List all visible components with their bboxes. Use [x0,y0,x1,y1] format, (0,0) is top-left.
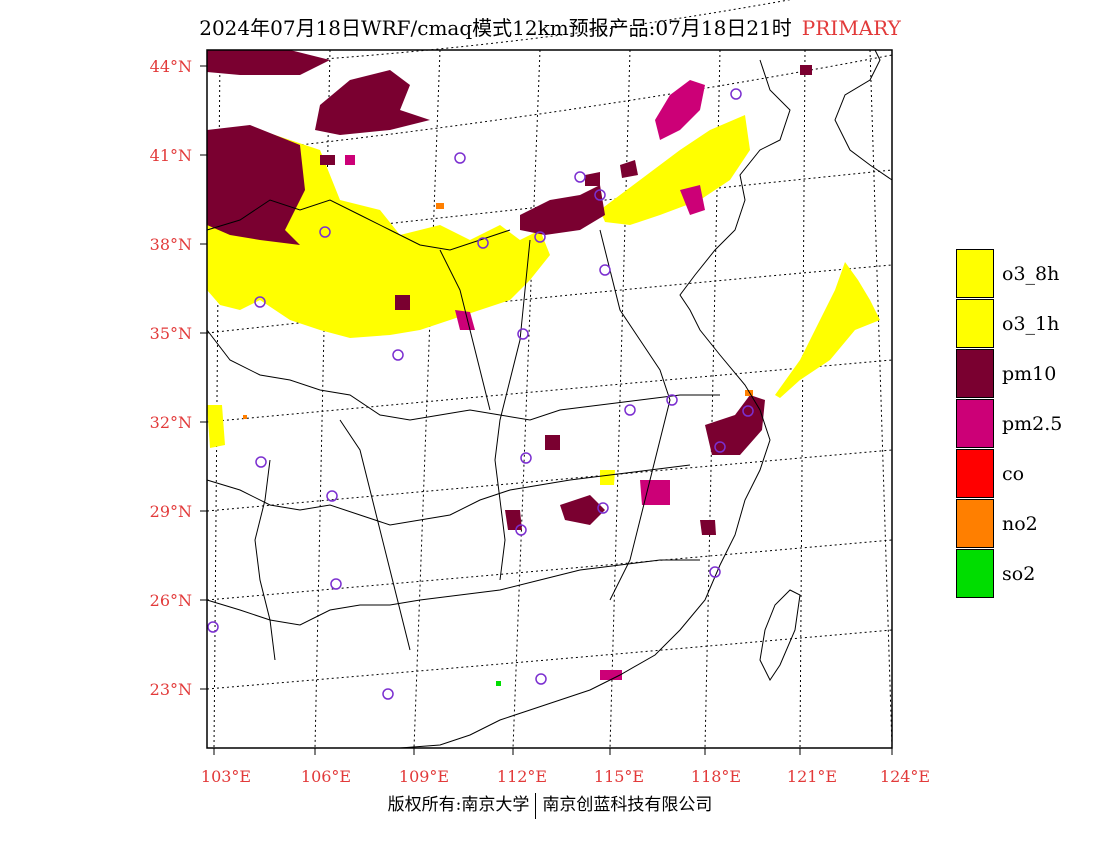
lat-label: 44°N [150,57,192,76]
lon-label: 103°E [201,767,251,786]
legend-label: so2 [1002,563,1036,585]
lat-label: 32°N [150,413,192,432]
legend-item-o3-1h: o3_1h [956,299,1096,349]
lon-label: 124°E [880,767,930,786]
footer-separator [535,792,537,819]
lon-label: 115°E [594,767,644,786]
legend-item-pm25: pm2.5 [956,399,1096,449]
pm10-region [207,50,812,535]
legend-label: no2 [1002,513,1038,535]
lat-label: 23°N [150,680,192,699]
map-title: 2024年07月18日WRF/cmaq模式12km预报产品:07月18日21时 P… [0,12,1100,41]
station-markers [207,88,754,700]
lat-label: 41°N [150,146,192,165]
title-text: 2024年07月18日WRF/cmaq模式12km预报产品:07月18日21时 [199,16,792,40]
title-tag: PRIMARY [801,16,901,40]
boundaries [206,49,893,749]
legend-swatch [956,549,994,598]
legend-swatch [956,349,994,398]
lon-label: 109°E [399,767,449,786]
pm25-region [345,80,705,680]
legend-item-pm10: pm10 [956,349,1096,399]
no2-points [243,203,753,419]
legend-label: co [1002,463,1025,485]
legend-swatch [956,399,994,448]
legend-swatch [956,499,994,548]
legend: o3_8h o3_1h pm10 pm2.5 co no2 so2 [956,249,1096,599]
legend-label: pm2.5 [1002,413,1063,435]
lat-label: 29°N [150,502,192,521]
copyright-left: 版权所有:南京大学 [387,795,530,815]
lat-label: 38°N [150,235,192,254]
lat-label: 26°N [150,591,192,610]
legend-item-co: co [956,449,1096,499]
lon-label: 106°E [301,767,351,786]
legend-swatch [956,249,994,298]
legend-label: o3_8h [1002,263,1060,285]
legend-item-o3-8h: o3_8h [956,249,1096,299]
lon-label: 121°E [787,767,837,786]
legend-item-so2: so2 [956,549,1096,599]
lat-labels: 44°N 41°N 38°N 35°N 32°N 29°N 26°N 23°N [150,57,192,699]
axis-ticks [200,65,893,755]
copyright-footer: 版权所有:南京大学 南京创蓝科技有限公司 [0,790,1100,819]
legend-label: pm10 [1002,363,1057,385]
lon-label: 118°E [691,767,741,786]
legend-swatch [956,299,994,348]
so2-points [496,681,501,686]
legend-item-no2: no2 [956,499,1096,549]
lon-label: 112°E [497,767,547,786]
copyright-right: 南京创蓝科技有限公司 [542,795,713,815]
legend-swatch [956,449,994,498]
lon-labels: 103°E 106°E 109°E 112°E 115°E 118°E 121°… [201,767,930,786]
legend-label: o3_1h [1002,313,1060,335]
lat-label: 35°N [150,324,192,343]
